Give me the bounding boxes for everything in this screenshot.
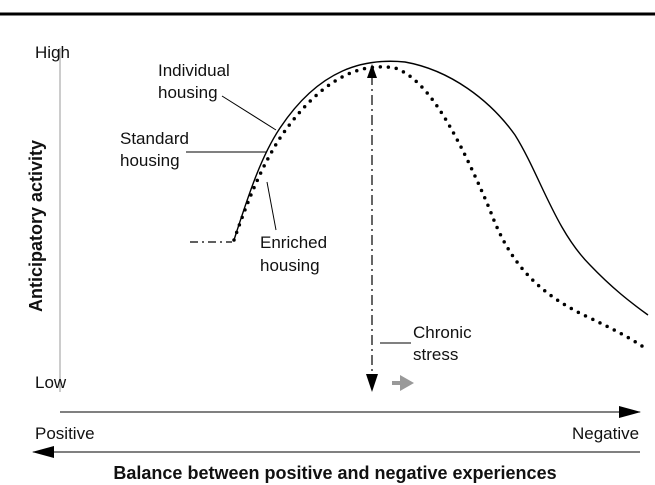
gray-arrow-head	[400, 375, 414, 391]
dotted-curve	[232, 65, 647, 350]
x-right: Negative	[572, 424, 639, 443]
label: Enriched	[260, 233, 327, 252]
label: housing	[158, 83, 218, 102]
y-high: High	[35, 43, 70, 62]
solid-curve	[233, 60, 649, 316]
y-title: Anticipatory activity	[26, 140, 46, 312]
leader-line	[266, 181, 277, 231]
label: housing	[260, 256, 320, 275]
label: Standard	[120, 129, 189, 148]
label: stress	[413, 345, 458, 364]
x-title: Balance between positive and negative ex…	[113, 463, 556, 483]
label: Individual	[158, 61, 230, 80]
arrow-up	[367, 64, 377, 78]
leader-line	[221, 95, 277, 131]
arrow-down	[366, 374, 378, 392]
label: housing	[120, 151, 180, 170]
x-left: Positive	[35, 424, 95, 443]
label: Chronic	[413, 323, 472, 342]
y-low: Low	[35, 373, 67, 392]
